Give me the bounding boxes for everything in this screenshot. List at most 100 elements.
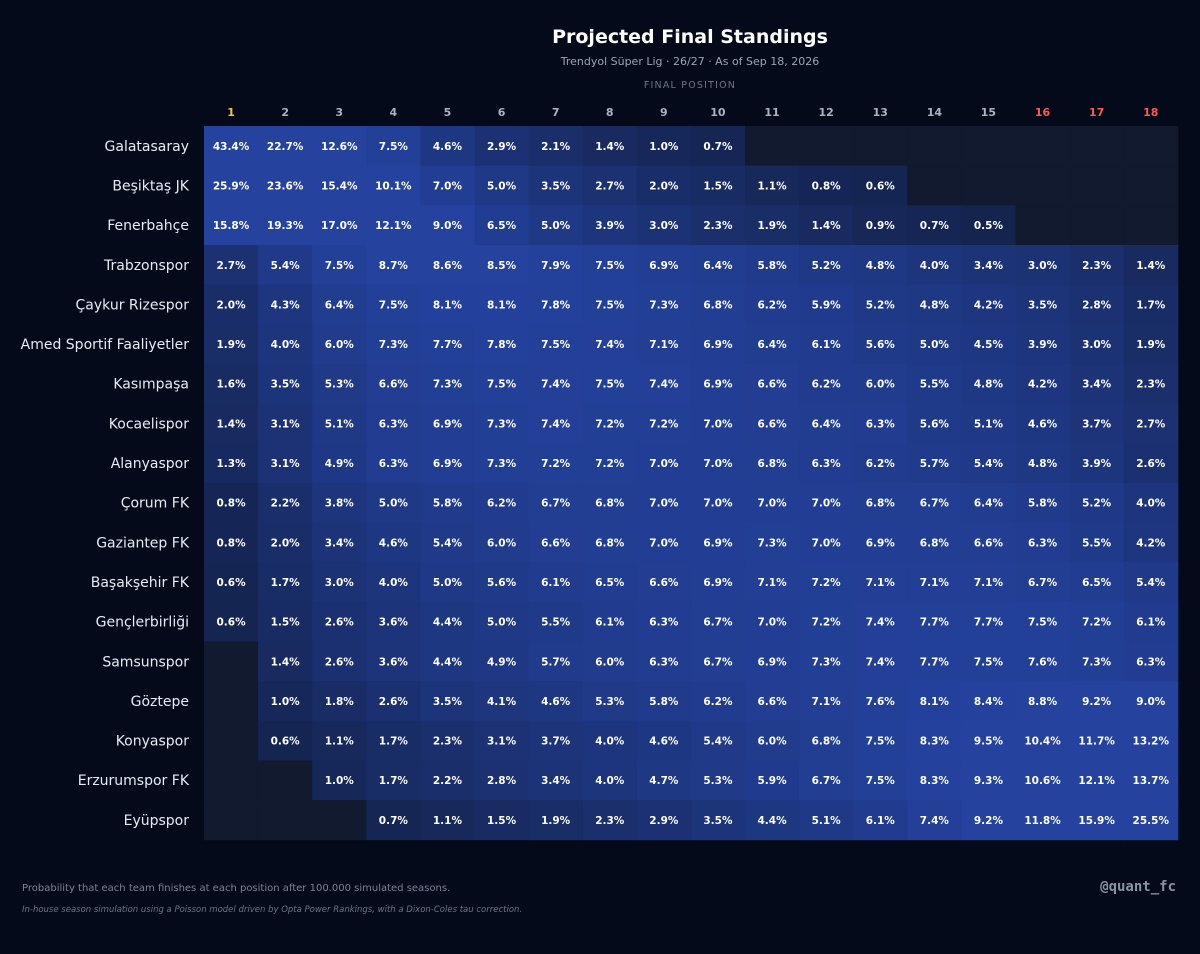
heatmap-cell [420,522,475,563]
heatmap-cell [799,681,854,722]
cell-value: 0.7% [920,220,950,232]
cell-value: 1.9% [216,339,246,351]
heatmap-cell [961,165,1016,206]
heatmap-cell [258,284,313,325]
cell-value: 5.8% [649,696,679,708]
cell-value: 4.2% [1136,537,1166,549]
heatmap-cell [204,681,259,722]
cell-value: 7.0% [757,617,787,629]
cell-value: 10.6% [1024,775,1061,787]
cell-value: 6.6% [757,418,787,430]
cell-value: 4.2% [1028,379,1058,391]
cell-value: 8.5% [487,260,517,272]
heatmap-cell [745,720,800,761]
heatmap-cell [745,562,800,603]
position-label: 13 [873,106,888,119]
cell-value: 1.4% [271,656,301,668]
heatmap-cell [582,641,638,682]
heatmap-cell [528,562,584,603]
heatmap-cell [474,443,530,484]
heatmap-cell [366,403,421,444]
cell-value: 7.5% [487,379,517,391]
cell-value: 7.4% [541,418,571,430]
cell-value: 7.2% [1082,617,1112,629]
cell-value: 10.4% [1024,736,1061,748]
cell-value: 7.3% [812,656,842,668]
heatmap-cell [636,601,692,642]
cell-value: 6.9% [703,577,733,589]
cell-value: 5.4% [1136,577,1166,589]
heatmap-cell [1069,205,1125,246]
cell-value: 7.5% [379,299,409,311]
cell-value: 6.0% [866,379,896,391]
heatmap-cell [1015,522,1071,563]
heatmap-cell [1123,443,1179,484]
heatmap-cell [582,681,638,722]
heatmap-cell [853,800,908,841]
heatmap-cell [420,244,475,286]
cell-value: 3.0% [649,220,679,232]
heatmap-cell [204,284,259,325]
heatmap-cell [1069,403,1125,444]
heatmap-cell [312,482,367,523]
heatmap-cell [745,760,800,801]
position-label: 17 [1089,106,1104,119]
cell-value: 6.8% [703,299,733,311]
heatmap-cell [312,126,367,167]
heatmap-cell [853,205,908,246]
cell-value: 7.1% [920,577,950,589]
heatmap-cell [745,284,800,325]
heatmap-cell [582,165,638,206]
heatmap-cell [204,522,259,563]
heatmap-cell [745,601,800,642]
heatmap-cell [690,443,746,484]
heatmap-cell [528,363,584,405]
cell-value: 1.0% [325,775,355,787]
heatmap-cell [366,443,421,484]
heatmap-cell [799,126,854,167]
cell-value: 4.0% [379,577,409,589]
cell-value: 5.6% [866,339,896,351]
heatmap-cell [1015,244,1071,286]
cell-value: 5.1% [325,418,355,430]
heatmap-cell [1069,482,1125,523]
heatmap-cell [582,800,638,841]
cell-value: 5.4% [974,458,1004,470]
heatmap-cell [853,244,908,286]
cell-value: 12.1% [375,220,412,232]
cell-value: 7.1% [974,577,1004,589]
cell-value: 6.8% [595,537,625,549]
cell-value: 7.2% [595,458,625,470]
cell-value: 5.3% [325,379,355,391]
cell-value: 4.0% [595,775,625,787]
heatmap-cell [1015,681,1071,722]
heatmap-cell [636,720,692,761]
heatmap-cell [690,800,746,841]
heatmap-cell [799,284,854,325]
heatmap-cell [1069,324,1125,365]
team-label: Eyüpspor [124,813,190,829]
cell-value: 4.5% [974,339,1004,351]
cell-value: 7.8% [541,299,571,311]
cell-value: 2.7% [1136,418,1166,430]
team-label: Kocaelispor [109,416,189,432]
heatmap-cell [312,760,367,801]
cell-value: 4.4% [757,815,787,827]
cell-value: 6.6% [974,537,1004,549]
cell-value: 5.0% [487,180,517,192]
heatmap-cell [799,443,854,484]
cell-value: 7.5% [595,260,625,272]
cell-value: 5.4% [703,736,733,748]
heatmap-cell [1015,363,1071,405]
cell-value: 5.1% [974,418,1004,430]
heatmap-cell [961,244,1016,286]
heatmap-cell [312,601,367,642]
heatmap-cell [745,324,800,365]
heatmap-cell [366,482,421,523]
heatmap-cell [636,284,692,325]
heatmap-cell [961,403,1016,444]
author-handle[interactable]: @quant_fc [1100,879,1176,895]
cell-value: 3.5% [271,379,301,391]
heatmap-cell [636,324,692,365]
position-label: 14 [927,106,943,119]
